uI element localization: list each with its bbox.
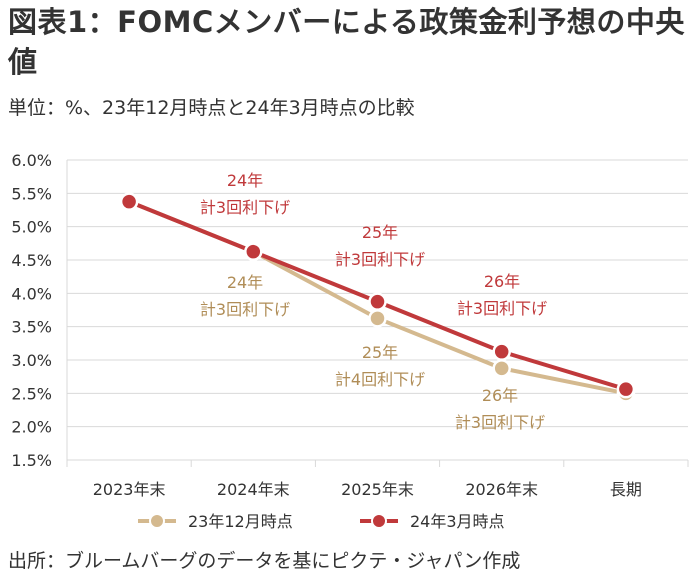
y-tick-label: 2.0% [11,418,52,437]
y-tick-label: 6.0% [11,151,52,170]
annotation-label: 計3回利下げ [455,413,545,432]
data-point [368,292,387,311]
y-tick-label: 2.5% [11,384,52,403]
legend: 23年12月時点 24年3月時点 [138,512,505,531]
chart-title: 図表1：FOMCメンバーによる政策金利予想の中央値 [8,5,685,79]
data-point [119,192,139,211]
y-axis-ticks: 1.5% 2.0% 2.5% 3.0% 3.5% 4.0% 4.5% 5.0% 5.5% 6.0% [11,151,52,470]
y-tick-label: 4.0% [11,284,52,303]
legend-label: 23年12月時点 [188,512,293,531]
data-point [492,342,511,361]
annotation-label: 24年 [227,171,263,190]
y-tick-label: 4.5% [11,251,52,270]
x-tick-label: 長期 [610,480,642,499]
legend-swatch-marker [149,513,165,529]
annotation-label: 計3回利下げ [457,299,547,318]
series-lines [119,192,636,403]
legend-label: 24年3月時点 [410,512,505,531]
x-tick-label: 2026年末 [465,480,538,499]
annotation-label: 25年 [362,223,398,242]
annotation-label: 25年 [362,343,398,362]
annotation-label: 計3回利下げ [200,198,290,217]
source-note: 出所：ブルームバーグのデータを基にピクテ・ジャパン作成 [8,550,521,572]
annotation-label: 計3回利下げ [200,300,290,319]
y-tick-label: 5.5% [11,184,52,203]
annotations: 24年計3回利下げ25年計3回利下げ26年計3回利下げ24年計3回利下げ25年計… [200,171,547,432]
y-tick-label: 5.0% [11,218,52,237]
data-point [492,359,511,378]
legend-swatch-marker [371,513,387,529]
grid-lines [66,159,689,467]
annotation-label: 計3回利下げ [335,250,425,269]
annotation-label: 計4回利下げ [335,370,425,389]
x-tick-label: 2023年末 [93,480,166,499]
chart-subtitle: 単位：%、23年12月時点と24年3月時点の比較 [8,97,415,119]
data-point [616,379,636,399]
y-tick-label: 3.0% [11,351,52,370]
annotation-label: 26年 [484,272,520,291]
y-tick-label: 3.5% [11,318,52,337]
y-tick-label: 1.5% [11,451,52,470]
x-axis-ticks: 2023年末 2024年末 2025年末 2026年末 長期 [93,480,642,499]
data-point [368,309,387,328]
data-point [244,242,263,261]
x-tick-label: 2024年末 [217,480,290,499]
annotation-label: 24年 [227,273,263,292]
x-tick-label: 2025年末 [341,480,414,499]
annotation-label: 26年 [482,386,518,405]
